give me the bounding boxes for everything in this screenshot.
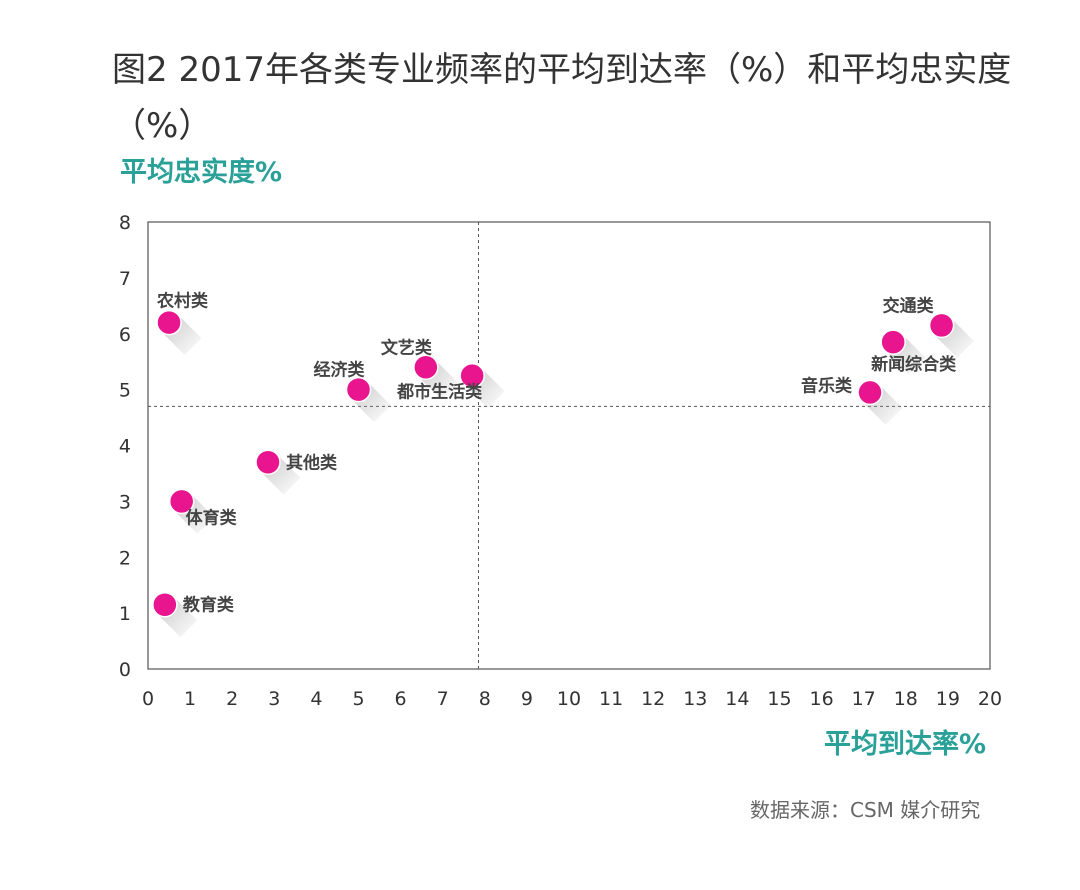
x-tick-label: 16	[810, 688, 834, 710]
data-point-group: 新闻综合类	[871, 329, 957, 375]
data-point-label: 体育类	[186, 507, 238, 528]
data-point	[459, 362, 485, 389]
y-tick-label: 5	[119, 380, 131, 402]
x-tick-labels: 0 1 2 3 4 5 6 7 8 9 10 11 12 13 14 15 16 17 18 19 20	[142, 688, 1002, 710]
y-tick-label: 7	[119, 268, 131, 290]
data-point-group: 文艺类	[381, 337, 459, 400]
data-point	[857, 379, 883, 406]
x-tick-label: 0	[142, 688, 154, 710]
y-tick-labels: 0 1 2 3 4 5 6 7 8	[119, 212, 131, 681]
chart-title: 图2 2017年各类专业频率的平均到达率（%）和平均忠实度 （%）	[112, 42, 1012, 154]
data-point-group: 教育类	[152, 591, 235, 638]
y-tick-label: 0	[119, 659, 131, 681]
data-point-group: 交通类	[883, 295, 974, 358]
data-point-group: 经济类	[314, 360, 391, 423]
data-point-group: 其他类	[255, 449, 338, 495]
x-tick-label: 2	[226, 688, 238, 710]
data-point-group: 音乐类	[801, 375, 903, 425]
data-point-group: 农村类	[156, 291, 209, 355]
x-tick-label: 1	[184, 688, 196, 710]
data-point-label: 新闻综合类	[871, 354, 957, 375]
y-tick-label: 3	[119, 491, 131, 513]
x-tick-label: 5	[352, 688, 364, 710]
x-tick-label: 20	[978, 688, 1002, 710]
x-tick-label: 6	[395, 688, 407, 710]
plot-frame	[147, 221, 991, 670]
data-point	[152, 591, 178, 618]
x-tick-label: 7	[437, 688, 449, 710]
y-tick-label: 6	[119, 324, 131, 346]
data-point	[156, 309, 182, 336]
data-point	[880, 329, 906, 355]
data-point	[413, 354, 439, 381]
reference-lines	[148, 222, 990, 669]
data-point-label: 其他类	[286, 452, 338, 473]
x-axis-label: 平均到达率%	[824, 729, 987, 760]
x-tick-label: 15	[767, 688, 791, 710]
x-tick-label: 11	[599, 688, 623, 710]
x-tick-label: 18	[894, 688, 918, 710]
x-tick-label: 9	[521, 688, 533, 710]
y-tick-label: 4	[119, 436, 131, 458]
x-tick-label: 19	[936, 688, 960, 710]
y-axis-label: 平均忠实度%	[120, 157, 283, 188]
data-point	[168, 488, 195, 515]
x-tick-label: 8	[479, 688, 491, 710]
x-tick-label: 13	[683, 688, 707, 710]
x-tick-label: 4	[310, 688, 322, 710]
data-point	[255, 449, 281, 476]
data-point-group: 体育类	[168, 488, 238, 534]
y-tick-label: 1	[119, 603, 131, 625]
x-tick-label: 3	[268, 688, 280, 710]
data-point-label: 都市生活类	[396, 382, 483, 403]
x-tick-label: 14	[725, 688, 749, 710]
x-tick-label: 12	[641, 688, 665, 710]
y-tick-label: 2	[119, 547, 131, 569]
data-point-label: 交通类	[883, 295, 935, 316]
data-point-group: 都市生活类	[396, 362, 505, 409]
data-point-label: 经济类	[314, 360, 366, 381]
data-point-label: 音乐类	[801, 375, 853, 396]
data-point	[928, 312, 955, 339]
data-point-label: 文艺类	[381, 337, 433, 358]
chart-title-line1: 图2 2017年各类专业频率的平均到达率（%）和平均忠实度	[112, 50, 1012, 90]
chart-title-line2: （%）	[112, 106, 213, 146]
data-point-label: 农村类	[156, 291, 209, 312]
data-point	[345, 376, 372, 403]
x-tick-label: 17	[852, 688, 876, 710]
x-tick-label: 10	[557, 688, 581, 710]
data-point-label: 教育类	[182, 595, 235, 616]
source-note: 数据来源：CSM 媒介研究	[750, 798, 981, 822]
y-tick-label: 8	[119, 212, 131, 234]
